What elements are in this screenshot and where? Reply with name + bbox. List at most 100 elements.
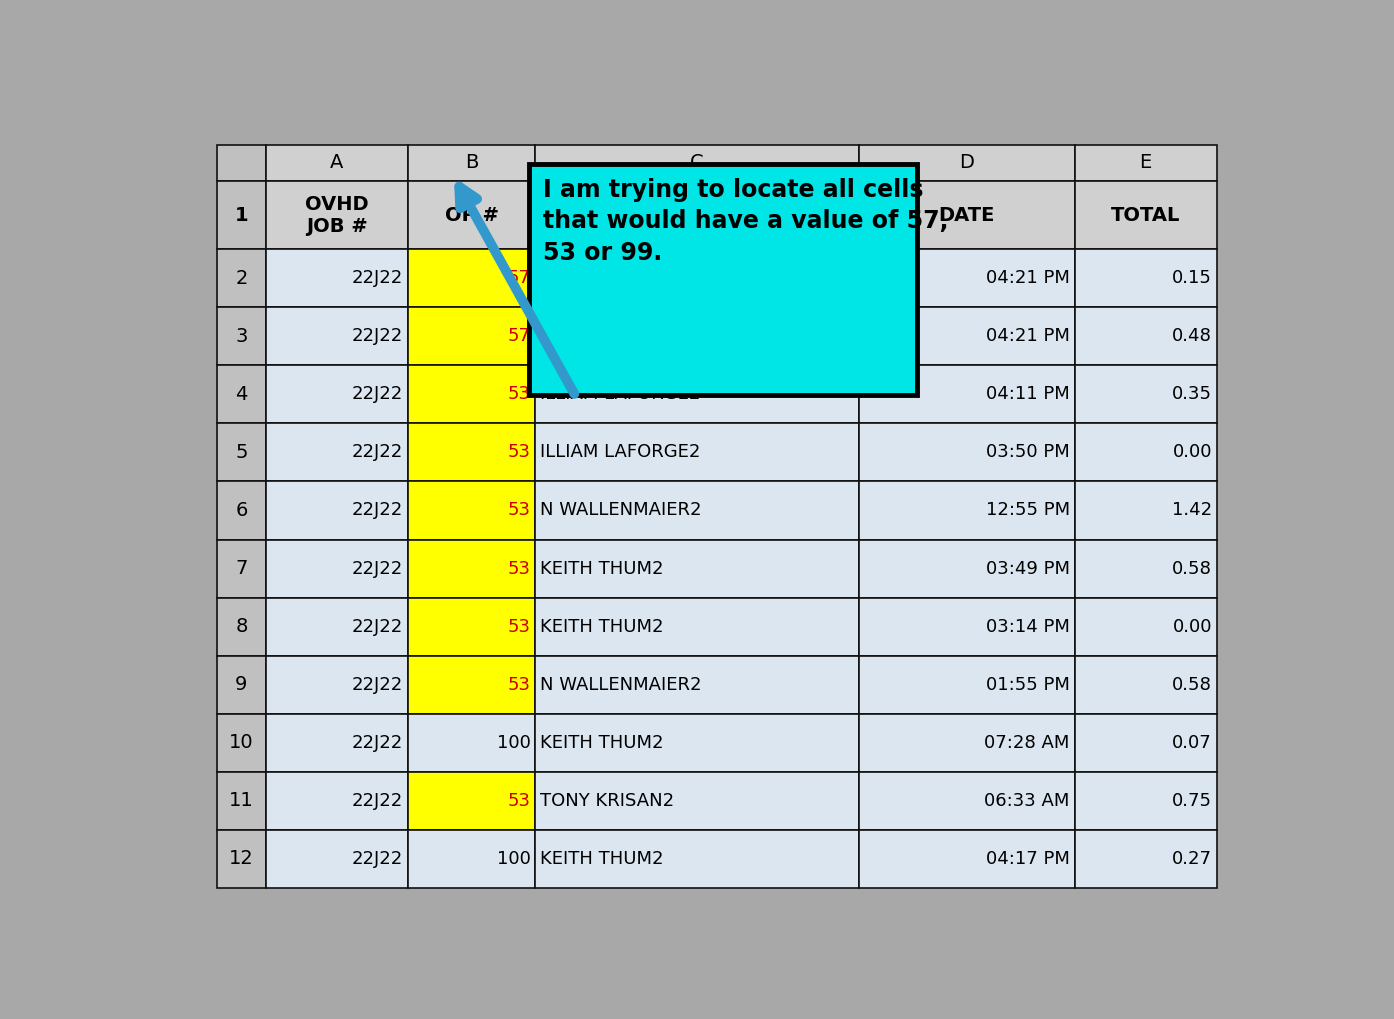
Text: 11: 11 — [229, 791, 254, 810]
Text: 10: 10 — [229, 733, 254, 752]
Bar — [535, 713, 859, 771]
Bar — [1075, 250, 1217, 308]
Text: D: D — [959, 153, 974, 172]
Bar — [859, 597, 1075, 655]
Text: KEITH THUM2: KEITH THUM2 — [539, 850, 664, 867]
Bar — [1075, 655, 1217, 713]
Bar — [535, 145, 859, 181]
Bar — [859, 482, 1075, 539]
Text: 07:28 AM: 07:28 AM — [984, 734, 1069, 752]
Text: 22J22: 22J22 — [353, 269, 403, 287]
Text: N WALLENMAIER2: N WALLENMAIER2 — [539, 676, 701, 694]
Text: 3: 3 — [236, 327, 248, 345]
Bar — [266, 829, 408, 888]
Bar — [859, 771, 1075, 829]
Bar — [859, 539, 1075, 597]
Bar — [535, 829, 859, 888]
Text: 0.15: 0.15 — [1172, 269, 1211, 287]
Text: 22J22: 22J22 — [353, 850, 403, 867]
Text: 2: 2 — [236, 269, 248, 288]
Bar — [859, 366, 1075, 424]
Text: 22J22: 22J22 — [353, 559, 403, 578]
Text: 53: 53 — [507, 501, 531, 520]
Bar — [266, 181, 408, 250]
Bar — [217, 829, 266, 888]
Bar — [408, 181, 535, 250]
Bar — [266, 424, 408, 482]
Bar — [217, 424, 266, 482]
Bar — [266, 771, 408, 829]
Bar — [535, 771, 859, 829]
Bar — [217, 181, 266, 250]
Bar — [266, 597, 408, 655]
Text: 22J22: 22J22 — [353, 501, 403, 520]
Text: 0.07: 0.07 — [1172, 734, 1211, 752]
Bar — [535, 482, 859, 539]
Bar — [408, 145, 535, 181]
Bar — [535, 597, 859, 655]
Text: 22J22: 22J22 — [353, 443, 403, 462]
Text: ILLIAM LAFORGE2: ILLIAM LAFORGE2 — [539, 385, 700, 404]
Bar — [1075, 424, 1217, 482]
Bar — [408, 713, 535, 771]
Text: 22J22: 22J22 — [353, 327, 403, 345]
Bar — [535, 539, 859, 597]
Text: 03:49 PM: 03:49 PM — [986, 559, 1069, 578]
Text: 57: 57 — [507, 327, 531, 345]
Bar — [859, 713, 1075, 771]
Bar — [408, 771, 535, 829]
Text: DATE: DATE — [938, 206, 995, 224]
Bar — [859, 308, 1075, 366]
Text: ILLIAM LAFORGE2: ILLIAM LAFORGE2 — [539, 269, 700, 287]
Text: 53: 53 — [507, 385, 531, 404]
Text: KEITH THUM2: KEITH THUM2 — [539, 734, 664, 752]
Text: TOTAL: TOTAL — [1111, 206, 1181, 224]
Bar — [217, 597, 266, 655]
Bar — [217, 539, 266, 597]
Text: 04:21 PM: 04:21 PM — [986, 269, 1069, 287]
Bar — [859, 250, 1075, 308]
Text: 5: 5 — [236, 443, 248, 462]
Bar — [1075, 308, 1217, 366]
Bar — [408, 250, 535, 308]
Bar — [1075, 482, 1217, 539]
Bar — [266, 366, 408, 424]
Bar — [266, 482, 408, 539]
Text: A: A — [330, 153, 344, 172]
Text: 0.58: 0.58 — [1172, 676, 1211, 694]
Text: 12: 12 — [229, 849, 254, 868]
Bar — [535, 181, 859, 250]
Text: 0.58: 0.58 — [1172, 559, 1211, 578]
Text: 7: 7 — [236, 559, 248, 578]
Text: N WALLENMAIER2: N WALLENMAIER2 — [539, 501, 701, 520]
Text: 22J22: 22J22 — [353, 734, 403, 752]
FancyBboxPatch shape — [530, 164, 917, 394]
Text: 01:55 PM: 01:55 PM — [986, 676, 1069, 694]
Text: 53: 53 — [507, 792, 531, 810]
Bar — [266, 655, 408, 713]
Text: 0.00: 0.00 — [1172, 618, 1211, 636]
Bar — [535, 655, 859, 713]
Bar — [266, 250, 408, 308]
Text: 8: 8 — [236, 618, 248, 636]
Text: TONY KRISAN2: TONY KRISAN2 — [539, 792, 675, 810]
Text: OVHD
JOB #: OVHD JOB # — [305, 195, 369, 235]
Text: 53: 53 — [507, 443, 531, 462]
Bar — [266, 145, 408, 181]
Text: 53: 53 — [507, 618, 531, 636]
Text: 06:33 AM: 06:33 AM — [984, 792, 1069, 810]
Bar — [1075, 829, 1217, 888]
Bar — [535, 250, 859, 308]
Text: KEITH THUM2: KEITH THUM2 — [539, 559, 664, 578]
Text: 04:21 PM: 04:21 PM — [986, 327, 1069, 345]
Text: I am trying to locate all cells
that would have a value of 57,
53 or 99.: I am trying to locate all cells that wou… — [544, 177, 949, 265]
Bar — [1075, 181, 1217, 250]
Text: 53: 53 — [507, 676, 531, 694]
Text: 0.35: 0.35 — [1172, 385, 1211, 404]
Text: 1: 1 — [234, 206, 248, 224]
Bar — [1075, 145, 1217, 181]
Text: 9: 9 — [236, 675, 248, 694]
Bar — [408, 482, 535, 539]
Text: 4: 4 — [236, 385, 248, 404]
Text: 57: 57 — [507, 269, 531, 287]
